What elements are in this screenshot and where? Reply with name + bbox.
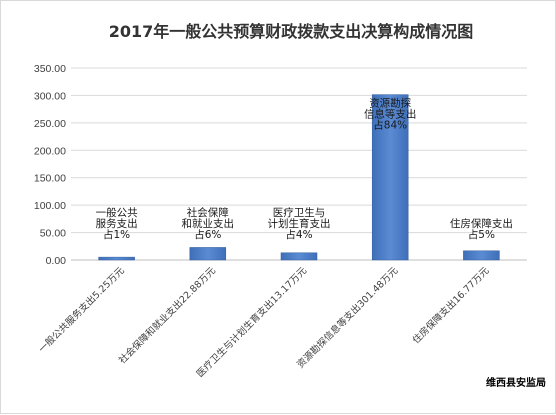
bar-annotation: 医疗卫生与计划生育支出占4% <box>268 206 331 241</box>
annotation-line: 和就业支出 <box>182 217 235 230</box>
bar-annotations: 一般公共服务支出占1% 社会保障和就业支出占6% 医疗卫生与计划生育支出占4% 资源勘… <box>96 97 513 241</box>
y-axis-ticks: 0.00 50.00 100.00 150.00 200.00 250.00 300.00 3… <box>34 63 66 267</box>
bar <box>189 247 227 261</box>
y-tick-label: 0.00 <box>46 255 67 267</box>
bar-annotation: 社会保障和就业支出占6% <box>182 206 235 241</box>
annotation-line: 医疗卫生与 <box>273 206 326 219</box>
y-tick-label: 350.00 <box>34 63 66 75</box>
category-label: 资源勘探信息等支出301.48万元 <box>294 264 400 370</box>
bar <box>463 250 500 261</box>
bars <box>98 94 500 261</box>
annotation-line: 占6% <box>194 228 221 241</box>
bar-annotation: 住房保障支出占5% <box>450 217 513 241</box>
annotation-line: 占4% <box>285 228 312 241</box>
bar-annotation: 资源勘探信息等支出占84% <box>364 97 417 132</box>
chart-title: 2017年一般公共预算财政拨款支出决算构成情况图 <box>109 22 474 41</box>
category-label: 住房保障支出16.77万元 <box>410 264 492 346</box>
y-tick-label: 200.00 <box>34 145 66 157</box>
annotation-line: 资源勘探 <box>369 97 411 110</box>
category-label: 一般公共服务支出5.25万元 <box>36 264 127 355</box>
y-tick-label: 250.00 <box>34 118 66 130</box>
source-label: 维西县安监局 <box>486 376 546 389</box>
annotation-line: 社会保障 <box>187 206 229 219</box>
annotation-line: 占5% <box>468 228 495 241</box>
category-label: 社会保障和就业支出22.88万元 <box>116 264 218 366</box>
category-labels: 一般公共服务支出5.25万元社会保障和就业支出22.88万元医疗卫生与计划生育支… <box>36 264 492 379</box>
bar-annotation: 一般公共服务支出占1% <box>96 206 138 241</box>
annotation-line: 占84% <box>373 119 407 132</box>
bar <box>280 252 318 261</box>
category-label: 医疗卫生与计划生育支出13.17万元 <box>194 264 309 379</box>
annotation-line: 计划生育支出 <box>268 217 331 230</box>
y-tick-label: 50.00 <box>40 228 66 240</box>
y-tick-label: 100.00 <box>34 200 66 212</box>
annotation-line: 住房保障支出 <box>450 217 513 230</box>
gridlines <box>71 67 527 261</box>
y-tick-label: 300.00 <box>34 90 66 102</box>
annotation-line: 信息等支出 <box>364 108 417 121</box>
annotation-line: 服务支出 <box>96 217 138 230</box>
bar <box>98 256 135 261</box>
annotation-line: 占1% <box>103 228 130 241</box>
y-tick-label: 150.00 <box>34 173 66 185</box>
annotation-line: 一般公共 <box>96 206 138 219</box>
bar <box>371 94 409 261</box>
